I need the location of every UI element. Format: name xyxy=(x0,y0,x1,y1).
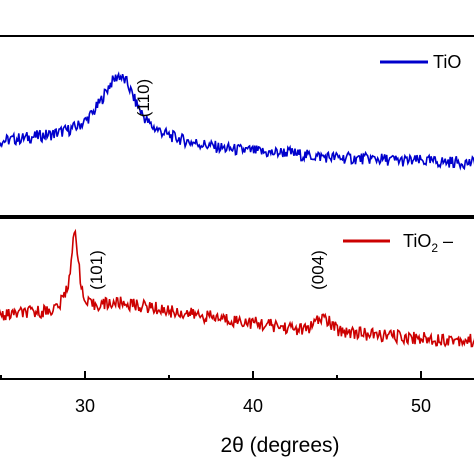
bottom-plot-area: (101) (004) xyxy=(0,228,474,348)
x-tick-label-40: 40 xyxy=(243,396,263,416)
top-legend: TiO xyxy=(380,52,461,72)
top-legend-label: TiO xyxy=(433,52,461,72)
x-axis-title: 2θ (degrees) xyxy=(220,434,339,457)
peak-label-110: (110) xyxy=(134,79,153,117)
x-axis-ticks: 30 40 50 xyxy=(0,371,431,416)
bottom-legend-label: TiO2 – xyxy=(403,231,453,255)
top-series-line xyxy=(0,71,474,171)
peak-label-101: (101) xyxy=(87,250,106,290)
peak-label-004: (004) xyxy=(309,250,328,290)
top-panel: (110) TiO xyxy=(0,35,474,217)
bottom-legend: TiO2 – xyxy=(343,231,453,255)
top-plot-area: (110) xyxy=(0,71,474,171)
x-tick-label-30: 30 xyxy=(75,396,95,416)
bottom-series-line xyxy=(0,228,474,348)
bottom-legend-suffix: – xyxy=(438,231,453,251)
x-tick-label-50: 50 xyxy=(411,396,431,416)
bottom-legend-subscript: 2 xyxy=(431,241,438,255)
bottom-panel: (101) (004) TiO2 – 30 40 50 2θ (degrees) xyxy=(0,217,474,457)
